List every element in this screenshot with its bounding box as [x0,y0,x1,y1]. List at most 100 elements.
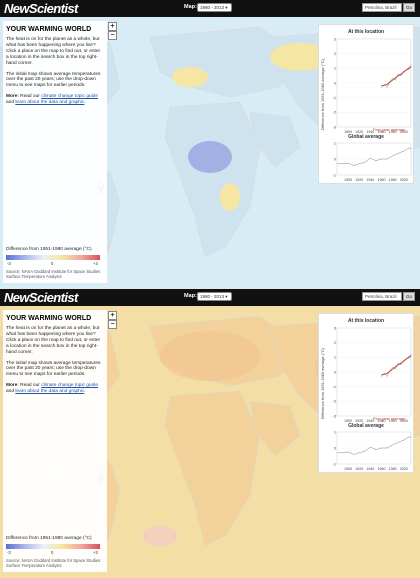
new-scientist-logo[interactable]: NewScientist [4,1,78,16]
map-period-label: Map: [184,4,197,10]
data-point [358,163,360,165]
data-point [403,439,405,441]
data-point [410,437,412,438]
location-search-input[interactable]: Petrolina, Brazil [362,3,402,12]
more-end: . [84,100,86,106]
data-point [347,162,349,164]
global-chart-title: Global average [348,134,384,140]
y-tick-label: -1 [333,96,336,100]
location-search-input[interactable]: Petrolina, Brazil [362,292,402,301]
warm-anomaly-europe [172,67,208,87]
data-point [397,153,399,154]
data-point [408,147,410,149]
data-point [364,450,366,452]
data-point [383,373,385,375]
topic-guide-link[interactable]: climate change topic guide [41,383,99,389]
data-point [370,157,371,159]
location-chart-title: At this location [347,29,385,35]
data-point [410,354,412,355]
y-tick-label: -3 [333,125,336,129]
x-tick-label: 1960 [378,467,386,471]
map-period-select[interactable]: 1980 - 2013 ▾ [197,292,232,301]
data-point [386,376,388,377]
warm-anomaly-atlantic [142,526,178,546]
map-period-select[interactable]: 1980 - 2013 ▾ [197,3,232,12]
x-tick-label: 1960 [378,178,386,182]
y-tick-label: 0 [334,81,336,85]
data-point [408,356,410,358]
data-point [410,65,412,66]
map-period-value: 1980 - 2013 [200,5,225,10]
data-point [397,362,399,364]
data-point [400,75,402,77]
legend-tick-mid: 0 [51,550,54,555]
data-point [386,87,388,88]
y-tick-label: 0 [334,370,336,374]
top-bar: NewScientist Map: 1980 - 2013 ▾ Petrolin… [0,0,420,17]
series-line-0 [381,65,412,88]
data-point [381,85,382,87]
map-period-value: 1980 - 2013 [200,294,225,299]
global-chart-title: Global average [348,423,384,429]
x-tick-label: 1980 [389,130,397,134]
data-point [395,368,396,370]
more-text: More: Read our climate change topic guid… [6,383,104,395]
search-button[interactable]: Go [403,292,415,301]
landmass-arabia[interactable] [249,111,301,168]
data-point [410,148,412,149]
warm-anomaly-asia [270,43,330,71]
more-end: . [84,389,86,395]
info-panel: YOUR WARMING WORLD The heat is on for th… [3,21,107,283]
data-point [370,446,371,448]
data-graphic-link[interactable]: learn about the data and graphic [15,100,85,106]
data-point [410,66,412,68]
data-point [347,451,349,453]
zoom-in-button[interactable]: + [108,22,117,31]
data-point [375,449,377,450]
x-tick-label: 1980 [389,467,397,471]
zoom-out-button[interactable]: − [108,31,117,40]
data-point [392,155,393,157]
location-chart-panel: At this location Difference from 1951-19… [318,313,414,473]
zoom-in-button[interactable]: + [108,311,117,320]
data-point [389,81,391,83]
x-tick-label: 1900 [344,130,352,134]
data-point [381,158,382,160]
data-point [381,447,382,449]
cool-anomaly-region [188,141,232,173]
source-credit: Source: NASA Goddard Institute for Space… [6,269,101,279]
legend-color-scale [6,544,100,549]
data-graphic-link[interactable]: learn about the data and graphic [15,389,85,395]
topic-guide-link[interactable]: climate change topic guide [41,94,99,100]
data-point [400,73,402,75]
x-tick-label: 2000 [400,130,408,134]
more-label: More [6,383,18,389]
search-button[interactable]: Go [403,3,415,12]
x-tick-label: 2000 [400,467,408,471]
data-point [395,366,396,368]
y-tick-label: -2 [333,111,336,115]
data-point [336,163,338,165]
x-tick-label: 2000 [400,419,408,423]
legend-tick-max: +3 [93,261,98,266]
landmass-africa[interactable] [164,390,261,547]
x-tick-label: 1980 [389,419,397,423]
y-tick-label: 0 [334,446,336,450]
zoom-out-button[interactable]: − [108,320,117,329]
five-year-average-label: Five-year average [373,127,406,132]
color-legend: Difference from 1951-1980 average (°C) -… [6,536,104,568]
landmass-arabia[interactable] [249,400,301,457]
y-tick-label: 3 [334,326,336,330]
new-scientist-logo[interactable]: NewScientist [4,290,78,305]
data-point [397,364,399,366]
landmass-africa[interactable] [164,101,261,258]
data-point [386,158,388,160]
data-point [403,360,405,362]
data-point [400,364,402,366]
data-point [392,368,393,370]
data-point [381,376,382,377]
more-connector: : Read our [17,94,42,100]
data-point [383,373,385,374]
x-tick-label: 1900 [344,467,352,471]
data-point [389,370,391,372]
